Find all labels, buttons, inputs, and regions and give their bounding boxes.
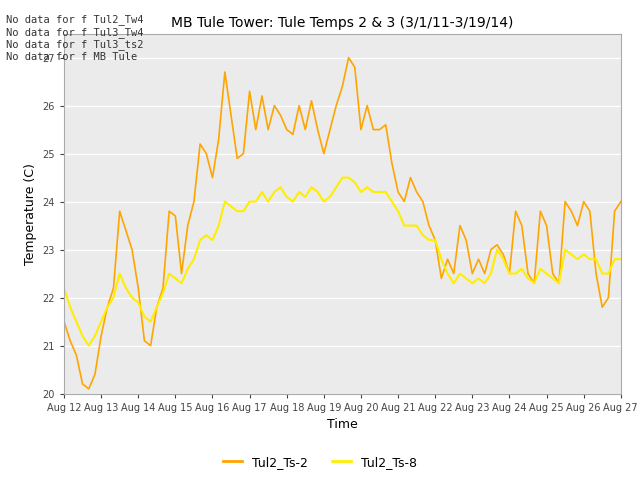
Line: Tul2_Ts-8: Tul2_Ts-8: [64, 178, 621, 346]
Title: MB Tule Tower: Tule Temps 2 & 3 (3/1/11-3/19/14): MB Tule Tower: Tule Temps 2 & 3 (3/1/11-…: [172, 16, 513, 30]
Tul2_Ts-8: [209, 237, 216, 243]
Tul2_Ts-8: [196, 237, 204, 243]
Tul2_Ts-8: [617, 256, 625, 262]
Line: Tul2_Ts-2: Tul2_Ts-2: [64, 58, 621, 389]
Tul2_Ts-2: [617, 199, 625, 204]
Tul2_Ts-2: [196, 141, 204, 147]
Tul2_Ts-2: [345, 55, 353, 60]
Tul2_Ts-2: [543, 223, 550, 228]
Y-axis label: Temperature (C): Temperature (C): [24, 163, 37, 264]
Tul2_Ts-8: [339, 175, 346, 180]
Tul2_Ts-8: [134, 300, 142, 305]
Tul2_Ts-2: [611, 208, 618, 214]
Tul2_Ts-8: [60, 285, 68, 291]
Tul2_Ts-8: [611, 256, 618, 262]
Tul2_Ts-2: [394, 189, 402, 195]
Tul2_Ts-8: [85, 343, 93, 348]
Tul2_Ts-2: [209, 175, 216, 180]
Tul2_Ts-2: [60, 319, 68, 324]
Legend: Tul2_Ts-2, Tul2_Ts-8: Tul2_Ts-2, Tul2_Ts-8: [218, 451, 422, 474]
Tul2_Ts-8: [543, 271, 550, 276]
Tul2_Ts-8: [394, 208, 402, 214]
Text: No data for f Tul2_Tw4
No data for f Tul3_Tw4
No data for f Tul3_ts2
No data for: No data for f Tul2_Tw4 No data for f Tul…: [6, 14, 144, 62]
Tul2_Ts-2: [134, 285, 142, 291]
Tul2_Ts-2: [85, 386, 93, 392]
X-axis label: Time: Time: [327, 418, 358, 431]
